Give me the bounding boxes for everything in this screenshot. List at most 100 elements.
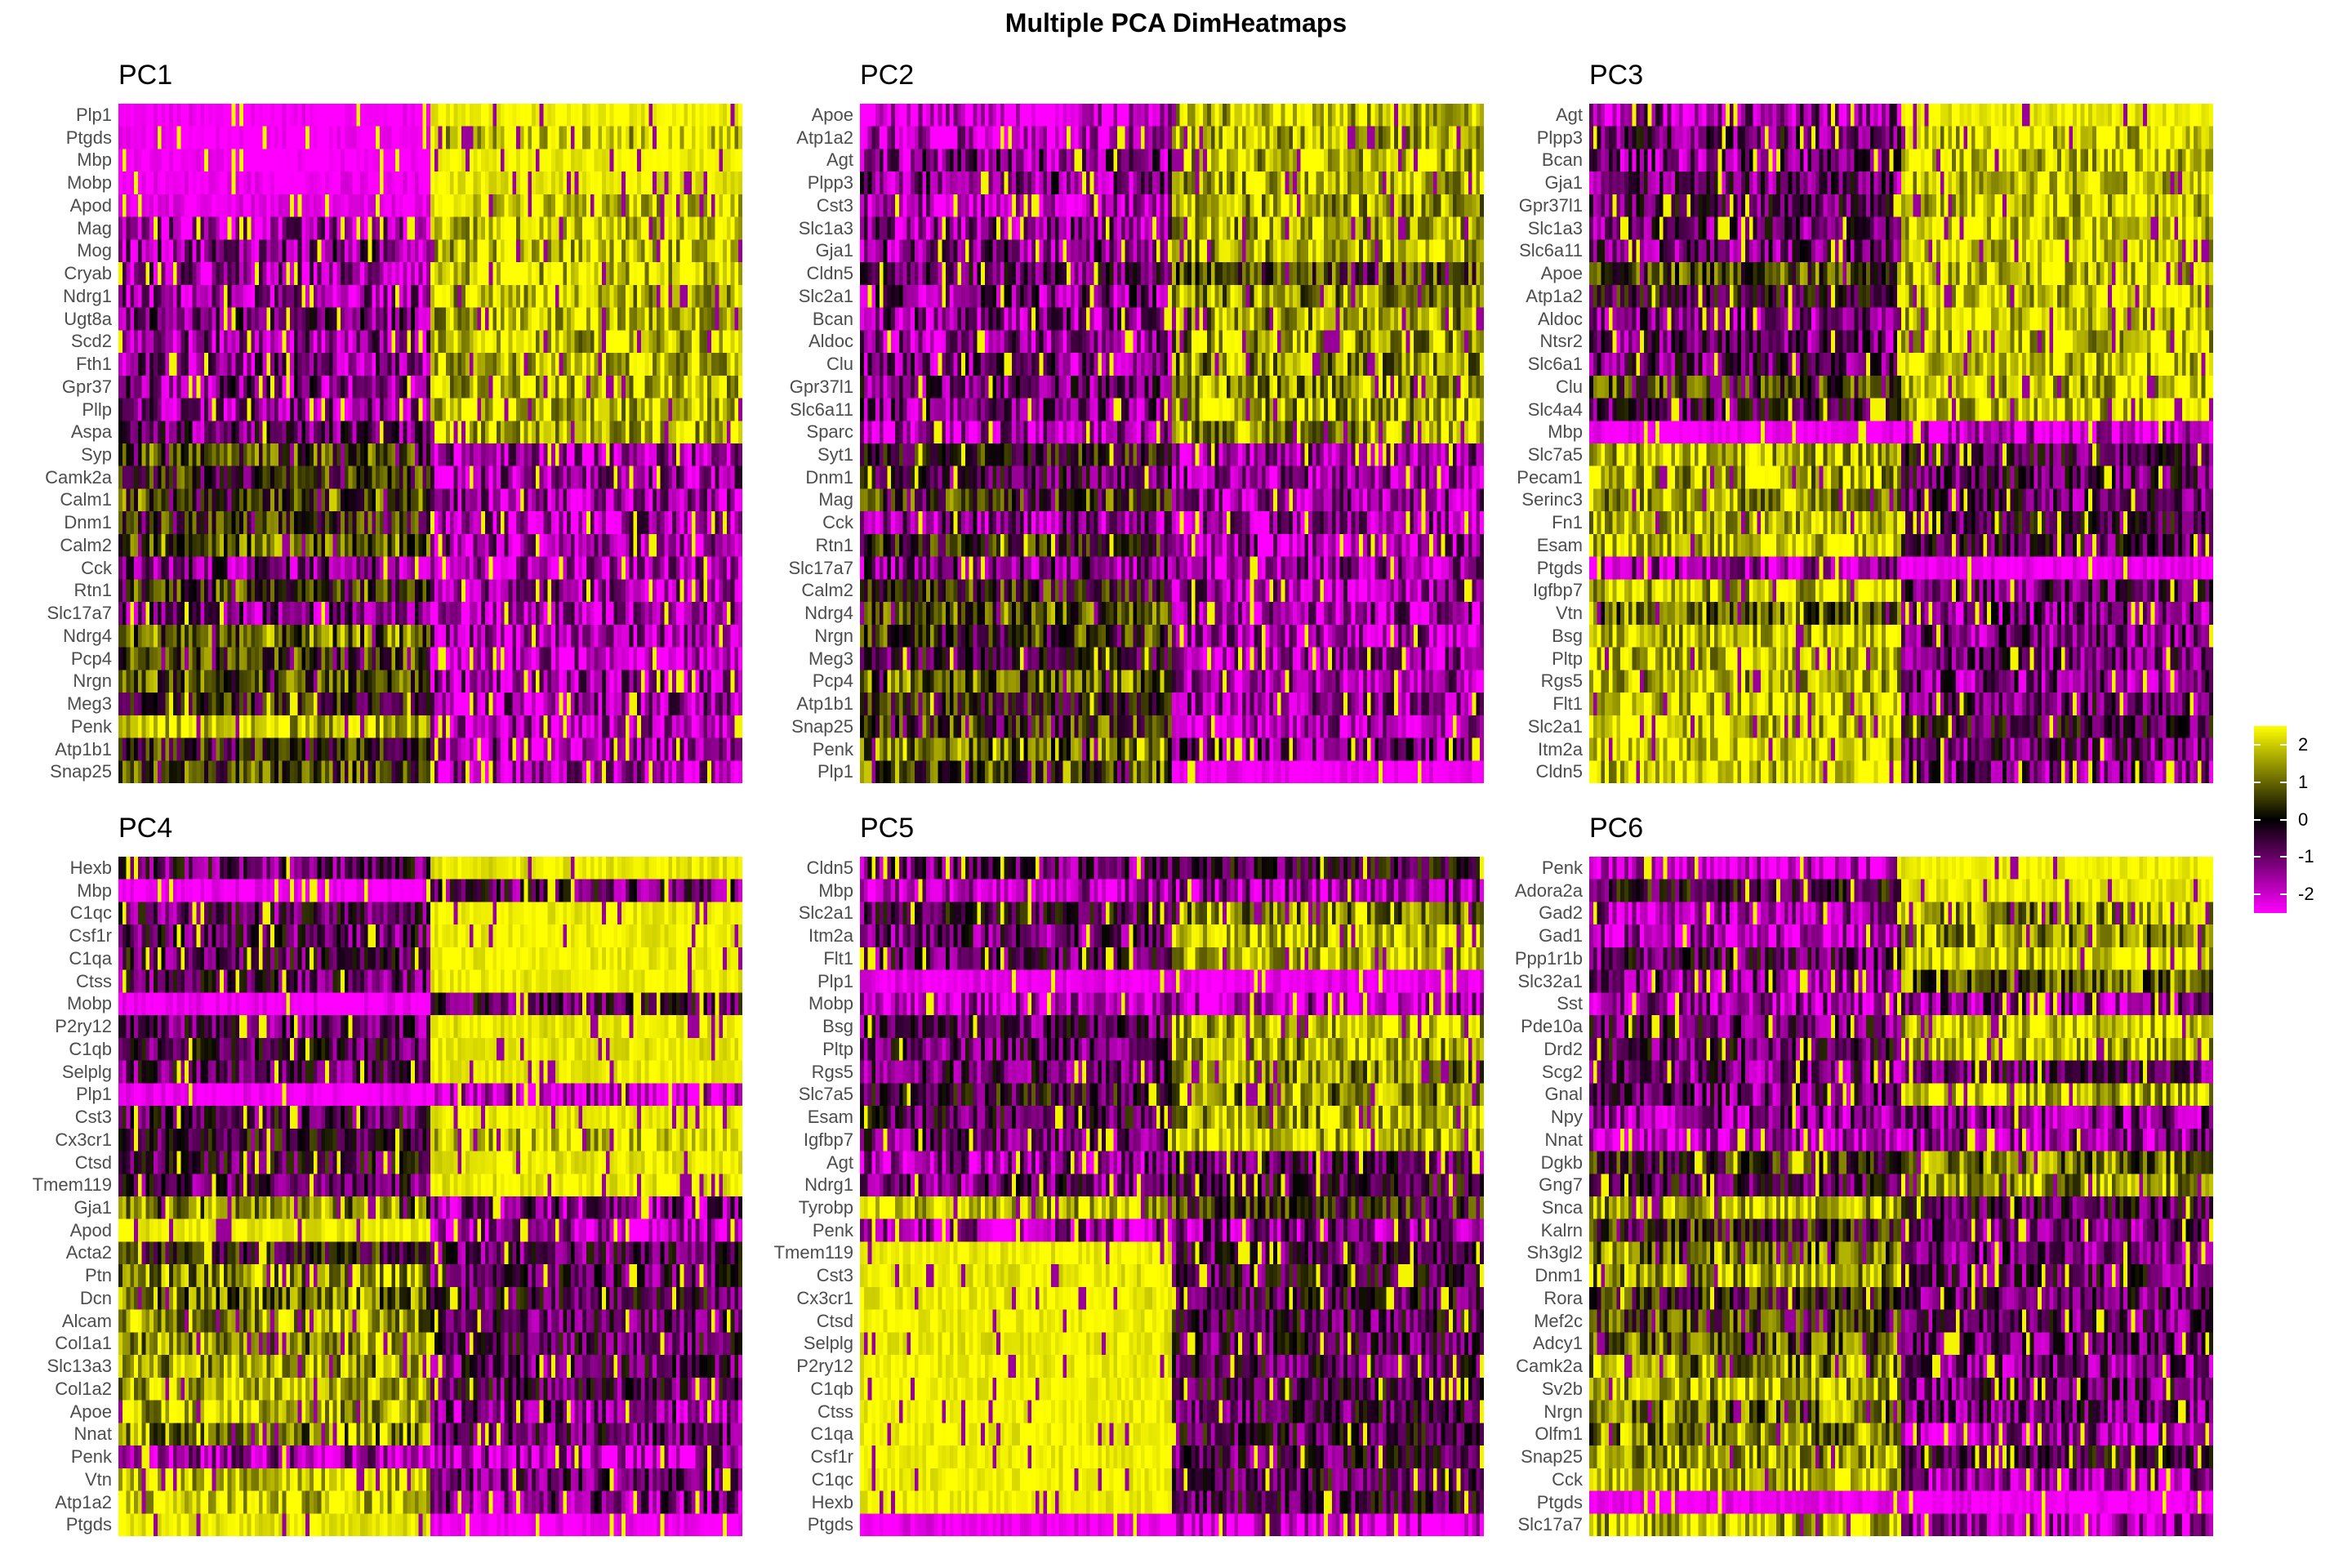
heatmap-cell xyxy=(738,443,742,467)
heatmap-cell xyxy=(543,353,548,376)
heatmap-cell xyxy=(551,693,556,716)
heatmap-cell xyxy=(122,533,127,558)
heatmap-cell xyxy=(325,647,330,670)
heatmap-cell xyxy=(196,172,201,195)
heatmap-cell xyxy=(675,284,681,309)
heatmap-cell xyxy=(352,715,357,739)
heatmap-cell xyxy=(372,262,376,286)
heatmap-cell xyxy=(399,443,404,467)
heatmap-cell xyxy=(594,624,599,648)
heatmap-cell xyxy=(157,624,163,648)
heatmap-cell xyxy=(172,194,178,218)
heatmap-cell xyxy=(430,715,435,739)
heatmap-cell xyxy=(535,670,541,693)
heatmap-cell xyxy=(710,488,716,512)
heatmap-cell xyxy=(532,488,537,512)
heatmap-cell xyxy=(325,149,330,172)
heatmap-cell xyxy=(212,239,216,263)
heatmap-cell xyxy=(461,737,466,761)
heatmap-cell xyxy=(586,715,591,739)
heatmap-cell xyxy=(629,443,634,467)
heatmap-cell xyxy=(715,398,719,421)
heatmap-cell xyxy=(640,104,646,127)
heatmap-cell xyxy=(274,737,279,761)
heatmap-cell xyxy=(434,353,439,376)
heatmap-cell xyxy=(707,104,712,127)
heatmap-cell xyxy=(243,307,248,331)
heatmap-cell xyxy=(313,602,318,626)
heatmap-cell xyxy=(715,375,719,399)
heatmap-cell xyxy=(508,624,513,648)
heatmap-cell xyxy=(360,760,365,783)
heatmap-cell xyxy=(477,760,482,783)
heatmap-cell xyxy=(512,194,517,218)
heatmap-cell xyxy=(247,353,252,376)
heatmap-cell xyxy=(621,443,626,467)
heatmap-cell xyxy=(321,216,326,240)
heatmap-cell xyxy=(582,670,587,693)
heatmap-cell xyxy=(695,466,701,490)
heatmap-cell xyxy=(220,307,225,331)
heatmap-cell xyxy=(157,443,163,467)
heatmap-cell xyxy=(372,693,376,716)
heatmap-cell xyxy=(582,533,587,558)
heatmap-cell xyxy=(360,149,365,172)
heatmap-cell xyxy=(278,602,283,626)
heatmap-cell xyxy=(368,556,372,580)
heatmap-cell xyxy=(126,375,131,399)
heatmap-cell xyxy=(383,330,389,354)
heatmap-cell xyxy=(488,307,493,331)
heatmap-cell xyxy=(453,624,459,648)
heatmap-cell xyxy=(633,647,638,670)
heatmap-cell xyxy=(411,602,416,626)
heatmap-cell xyxy=(605,602,611,626)
heatmap-cell xyxy=(212,760,216,783)
heatmap-cell xyxy=(695,556,701,580)
heatmap-cell xyxy=(130,556,135,580)
heatmap-cell xyxy=(169,533,174,558)
heatmap-cell xyxy=(586,149,591,172)
heatmap-cell xyxy=(418,602,424,626)
heatmap-cell xyxy=(153,421,158,444)
heatmap-cell xyxy=(282,466,287,490)
heatmap-cell xyxy=(730,172,736,195)
heatmap-cell xyxy=(723,307,728,331)
heatmap-cell xyxy=(551,149,556,172)
heatmap-cell xyxy=(305,421,310,444)
heatmap-cell xyxy=(570,647,576,670)
heatmap-cell xyxy=(710,715,716,739)
heatmap-cell xyxy=(442,375,447,399)
heatmap-cell xyxy=(434,624,439,648)
heatmap-cell xyxy=(504,239,510,263)
heatmap-cell xyxy=(703,466,708,490)
heatmap-cell xyxy=(204,284,209,309)
heatmap-cell xyxy=(157,172,163,195)
heatmap-cell xyxy=(169,262,174,286)
heatmap-cell xyxy=(613,488,618,512)
heatmap-cell xyxy=(461,262,466,286)
heatmap-cell xyxy=(710,126,716,150)
heatmap-cell xyxy=(453,239,459,263)
heatmap-cell xyxy=(290,737,295,761)
heatmap-cell xyxy=(640,421,646,444)
heatmap-cell xyxy=(625,579,630,603)
heatmap-cell xyxy=(570,172,576,195)
heatmap-cell xyxy=(122,556,127,580)
heatmap-cell xyxy=(192,149,198,172)
heatmap-cell xyxy=(434,262,439,286)
heatmap-cell xyxy=(551,737,556,761)
heatmap-cell xyxy=(220,149,225,172)
heatmap-cell xyxy=(695,353,701,376)
heatmap-cell xyxy=(356,104,361,127)
heatmap-cell xyxy=(590,330,595,354)
heatmap-cell xyxy=(231,104,236,127)
heatmap-cell xyxy=(262,239,268,263)
heatmap-cell xyxy=(528,647,532,670)
heatmap-cell xyxy=(223,511,229,535)
heatmap-cell xyxy=(368,398,372,421)
heatmap-cell xyxy=(188,307,194,331)
heatmap-cell xyxy=(180,239,185,263)
heatmap-cell xyxy=(196,579,201,603)
heatmap-cell xyxy=(691,172,697,195)
heatmap-cell xyxy=(376,398,381,421)
